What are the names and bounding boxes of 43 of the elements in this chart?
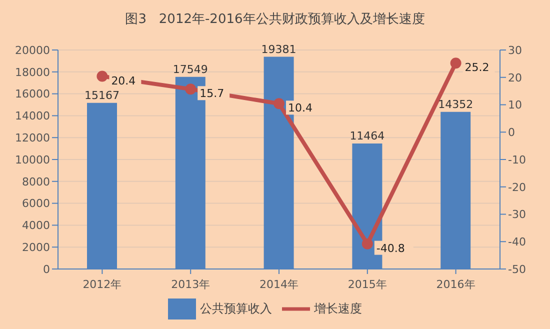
y-tick-label: 16000 — [15, 88, 50, 101]
y2-tick-label: -20 — [508, 180, 526, 194]
data-label: 17549 — [172, 62, 208, 76]
data-label: 14352 — [438, 98, 474, 111]
data-label: 19381 — [261, 42, 296, 56]
y-tick-label: 2000 — [22, 241, 50, 254]
y-tick-label: 6000 — [22, 197, 50, 210]
y2-tick-label: 0 — [508, 126, 515, 140]
data-label: 25.2 — [464, 61, 490, 74]
y-tick-label: 4000 — [22, 219, 50, 232]
y2-tick-label: 20 — [508, 71, 522, 84]
y-tick-label: 10000 — [15, 153, 50, 166]
data-label: 11464 — [350, 129, 385, 142]
y2-tick-label: -40 — [508, 236, 526, 249]
y2-tick-label: 10 — [508, 98, 522, 112]
point — [362, 238, 373, 250]
y-tick-label: 18000 — [15, 66, 50, 79]
x-tick-label: 2015年 — [348, 278, 387, 291]
data-label: 15167 — [84, 88, 120, 102]
point — [274, 98, 284, 110]
y-tick-label: 12000 — [15, 132, 50, 145]
legend-label: 增长速度 — [314, 301, 362, 316]
y-tick-label: 20000 — [15, 44, 50, 57]
x-tick-label: 2013年 — [171, 278, 210, 291]
y2-tick-label: 30 — [508, 44, 522, 57]
x-tick-label: 2014年 — [260, 278, 298, 291]
data-label: 15.7 — [200, 87, 224, 100]
x-tick-label: 2012年 — [82, 278, 122, 291]
point — [185, 84, 196, 95]
point — [96, 70, 108, 82]
point — [450, 58, 462, 69]
y2-tick-label: -30 — [508, 208, 526, 222]
chart-title: 图3 2012年-2016年公共财政预算收入及增长速度 — [124, 11, 426, 29]
legend-label: 公共预算收入 — [200, 301, 272, 316]
x-tick-label: 2016年 — [436, 278, 476, 291]
y2-tick-label: -10 — [508, 153, 526, 166]
y-tick-label: 14000 — [15, 110, 50, 123]
y2-tick-label: -50 — [508, 262, 526, 276]
data-label: 10.4 — [288, 102, 312, 115]
data-label: -40.8 — [376, 242, 405, 255]
data-label: 20.4 — [111, 74, 136, 88]
y-tick-label: 0 — [43, 262, 50, 276]
y-tick-label: 8000 — [22, 175, 50, 188]
